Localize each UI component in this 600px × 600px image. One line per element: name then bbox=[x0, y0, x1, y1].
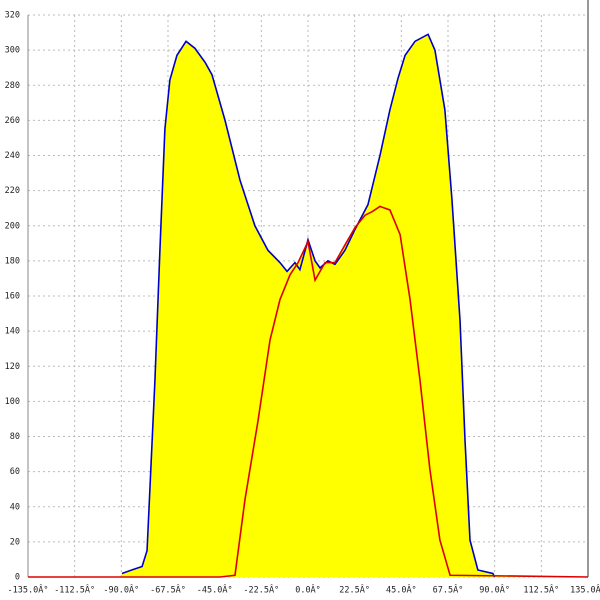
y-tick-label: 200 bbox=[5, 221, 20, 231]
y-tick-label: 40 bbox=[10, 502, 20, 512]
x-tick-label: 135.0Â° bbox=[570, 584, 600, 596]
y-tick-label: 220 bbox=[5, 186, 20, 196]
x-tick-label: 0.0Â° bbox=[295, 584, 321, 596]
x-tick-label: 22.5Â° bbox=[339, 584, 370, 596]
x-tick-label: -90.0Â° bbox=[103, 584, 139, 596]
y-tick-label: 0 bbox=[15, 573, 20, 583]
y-tick-label: 300 bbox=[5, 46, 20, 56]
x-tick-label: -135.0Â° bbox=[8, 584, 49, 596]
y-tick-label: 80 bbox=[10, 432, 20, 442]
x-tick-label: 45.0Â° bbox=[386, 584, 417, 596]
x-tick-label: 90.0Â° bbox=[479, 584, 510, 596]
y-tick-label: 140 bbox=[5, 327, 20, 337]
y-tick-label: 260 bbox=[5, 116, 20, 126]
x-tick-label: -112.5Â° bbox=[54, 584, 95, 596]
y-tick-label: 120 bbox=[5, 362, 20, 372]
x-tick-label: 67.5Â° bbox=[433, 584, 464, 596]
area bbox=[28, 206, 588, 577]
x-tick-label: -45.0Â° bbox=[197, 584, 233, 596]
y-tick-label: 240 bbox=[5, 151, 20, 161]
y-tick-label: 320 bbox=[5, 11, 20, 21]
x-tick-label: -67.5Â° bbox=[150, 584, 186, 596]
line bbox=[121, 33, 496, 578]
x-tick-label: 112.5Â° bbox=[523, 584, 559, 596]
y-tick-label: 160 bbox=[5, 292, 20, 302]
y-tick-label: 180 bbox=[5, 256, 20, 266]
line bbox=[28, 205, 589, 578]
x-tick-label: -22.5Â° bbox=[243, 584, 279, 596]
y-tick-label: 20 bbox=[10, 537, 20, 547]
y-tick-label: 100 bbox=[5, 397, 20, 407]
y-tick-label: 280 bbox=[5, 81, 20, 91]
y-tick-label: 60 bbox=[10, 467, 20, 477]
